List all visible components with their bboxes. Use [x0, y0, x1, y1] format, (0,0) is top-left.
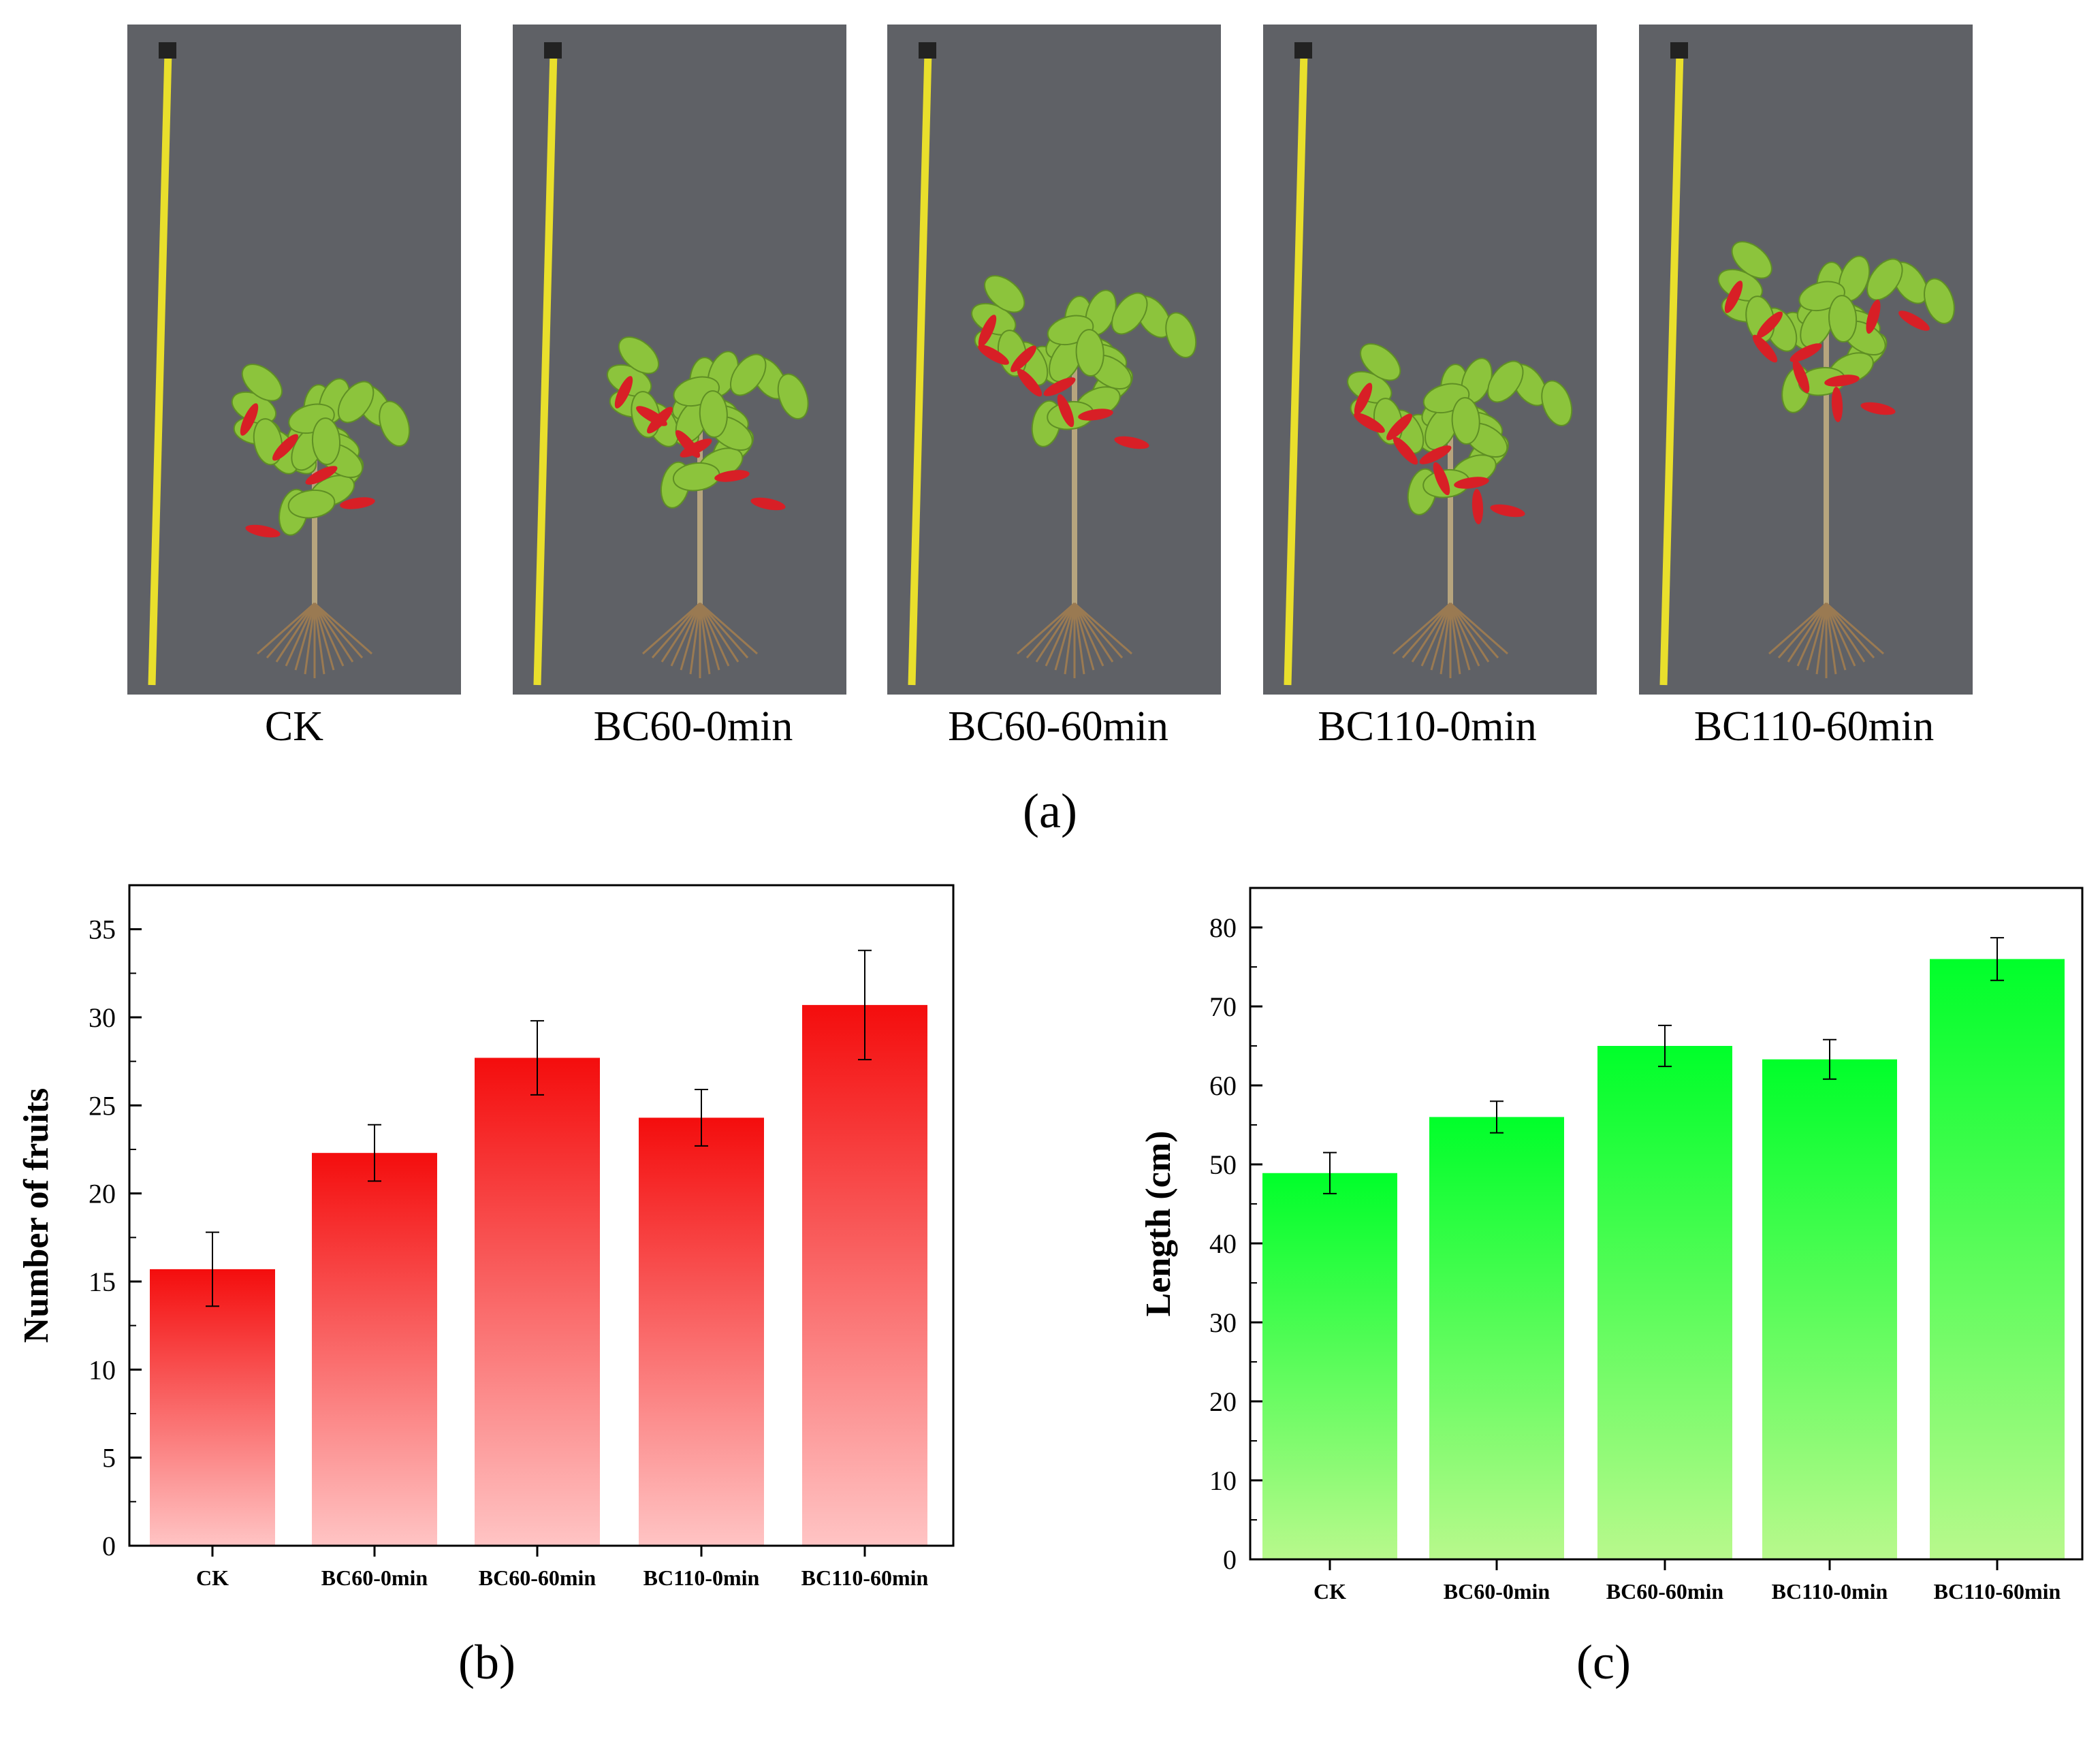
photo-caption: BC60-60min: [948, 703, 1168, 750]
photo-caption: CK: [264, 703, 324, 750]
photo-background: [127, 25, 461, 695]
panel-label-c: (c): [1576, 1635, 1631, 1689]
y-tick-label: 50: [1209, 1149, 1237, 1180]
x-tick-label: BC60-60min: [479, 1565, 596, 1590]
plant-roots: [642, 602, 758, 678]
error-bar: [858, 949, 872, 1061]
photo-caption: BC60-0min: [593, 703, 793, 750]
photo-background: [513, 25, 846, 695]
bar: [312, 1153, 437, 1546]
chili-fruits: [614, 376, 786, 511]
x-tick-label: BC110-60min: [1934, 1579, 2061, 1604]
y-tick-label: 20: [89, 1179, 116, 1209]
measuring-tape: [533, 51, 558, 686]
photo-caption: BC110-0min: [1318, 703, 1537, 750]
error-bar: [1990, 937, 2004, 981]
y-tick-label: 15: [89, 1267, 116, 1297]
chili-fruits: [978, 315, 1149, 449]
bar: [475, 1057, 600, 1546]
y-tick-label: 70: [1209, 991, 1237, 1022]
y-tick-label: 30: [89, 1002, 116, 1033]
plant-roots: [1768, 602, 1884, 678]
plot-frame: [1249, 887, 2084, 1561]
bar: [802, 1004, 927, 1546]
plant-roots: [1393, 602, 1508, 678]
plant-photo: [127, 25, 461, 695]
measuring-tape: [1659, 51, 1684, 686]
photo-background: [1639, 25, 1973, 695]
x-tick-label: BC60-0min: [1444, 1579, 1550, 1604]
y-tick-label: 35: [89, 914, 116, 945]
chart-number-of-fruits: 0 5 10 15 20 25 30 35 CK BC60-0min BC60-60min BC110…: [17, 884, 955, 1590]
plant-roots: [257, 602, 372, 678]
y-tick-label: 40: [1209, 1228, 1237, 1259]
x-tick-label: BC60-60min: [1606, 1579, 1724, 1604]
bar: [1429, 1117, 1564, 1559]
y-tick-label: 5: [102, 1443, 116, 1474]
plant-photo: [513, 25, 846, 695]
y-tick-label: 0: [102, 1531, 116, 1561]
photo-background: [1263, 25, 1597, 695]
error-bar: [368, 1124, 381, 1182]
y-axis-label: Length (cm): [1139, 1131, 1178, 1317]
bar: [1597, 1046, 1732, 1559]
x-tick-label: BC110-60min: [801, 1565, 929, 1590]
y-tick-label: 20: [1209, 1386, 1237, 1417]
bar: [1930, 959, 2065, 1559]
measuring-tape: [1284, 51, 1308, 686]
chart-length: 0 10 20 30 40 50 60 70 80 CK BC60-0min BC60-60min BC…: [1139, 887, 2084, 1604]
error-bar: [1658, 1024, 1672, 1068]
y-tick-label: 0: [1223, 1544, 1237, 1575]
y-tick-label: 60: [1209, 1070, 1237, 1101]
x-tick-label: BC110-0min: [643, 1565, 760, 1590]
error-bar: [1490, 1100, 1504, 1134]
plant-photo: [1639, 25, 1973, 695]
measuring-tape: [908, 51, 932, 686]
plant-roots: [1017, 602, 1132, 678]
y-tick-label: 80: [1209, 912, 1237, 943]
error-bar: [1323, 1151, 1337, 1194]
plot-frame: [128, 884, 955, 1547]
bar: [1262, 1173, 1397, 1559]
panel-label-b: (b): [458, 1635, 515, 1689]
chili-fruits: [1724, 281, 1930, 422]
y-tick-label: 25: [89, 1090, 116, 1121]
chili-fruits: [1354, 383, 1525, 524]
error-bar: [206, 1231, 219, 1307]
plant-photo: [887, 25, 1221, 695]
y-tick-label: 30: [1209, 1307, 1237, 1338]
error-bar: [1823, 1038, 1836, 1080]
y-tick-label: 10: [1209, 1465, 1237, 1496]
photo-caption: BC110-60min: [1693, 703, 1935, 750]
panel-label-a: (a): [1023, 784, 1077, 838]
x-tick-label: CK: [1314, 1579, 1346, 1604]
x-tick-label: BC60-0min: [321, 1565, 428, 1590]
y-axis-label: Number of fruits: [17, 1088, 56, 1343]
error-bar: [695, 1089, 708, 1147]
plant-leaves: [1347, 343, 1573, 515]
bar: [1762, 1059, 1897, 1559]
plant-leaves: [1717, 241, 1955, 413]
x-tick-label: CK: [196, 1565, 229, 1590]
chili-fruits: [240, 403, 375, 538]
measuring-tape: [148, 51, 172, 686]
x-tick-label: BC110-0min: [1772, 1579, 1888, 1604]
y-tick-label: 10: [89, 1354, 116, 1385]
bar: [150, 1269, 275, 1546]
error-bar: [530, 1020, 544, 1096]
plant-photo: [1263, 25, 1597, 695]
bar: [639, 1117, 764, 1546]
